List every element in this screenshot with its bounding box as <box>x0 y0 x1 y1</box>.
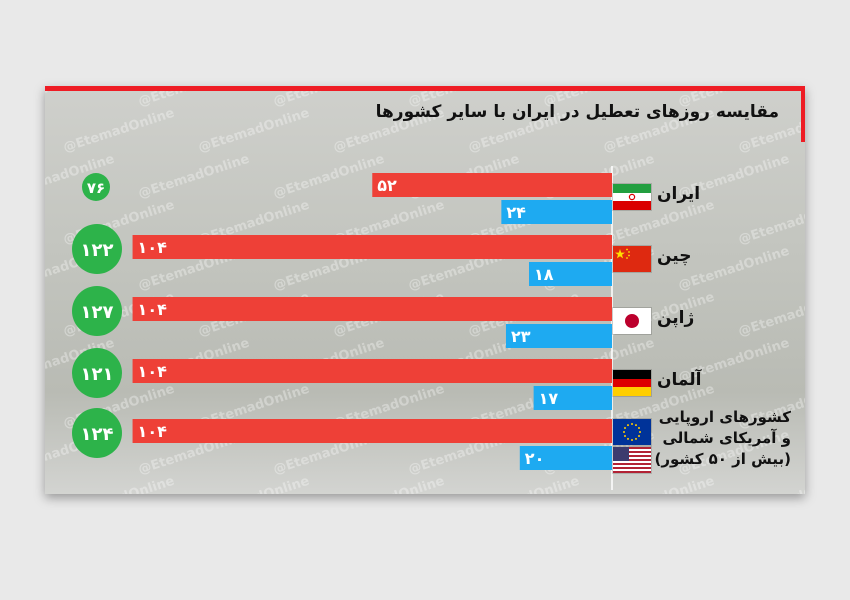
bar-blue-label: ۲۴ <box>506 203 526 222</box>
bar-blue <box>505 324 612 348</box>
bar-red <box>132 297 612 321</box>
usa-flag-icon <box>613 447 651 473</box>
row-label-line: کشورهای اروپایی <box>658 408 791 426</box>
top-accent-strip <box>45 86 805 91</box>
infographic-card: @EtemadOnline @EtemadOnline @EtemadOnline @… <box>45 86 805 494</box>
bar-blue-label: ۲۳ <box>511 327 531 346</box>
bar-red-label: ۱۰۴ <box>138 422 168 441</box>
bar-blue-label: ۱۷ <box>539 389 559 408</box>
bar-red <box>132 235 612 259</box>
row-label-line: و آمریکای شمالی <box>662 429 791 447</box>
chart-title: مقایسه روزهای تعطیل در ایران با سایر کشو… <box>375 102 779 122</box>
germany-flag-icon <box>613 370 651 396</box>
china-flag-icon <box>613 246 651 272</box>
bar-blue <box>519 446 612 470</box>
bar-blue-label: ۱۸ <box>534 265 554 284</box>
bar-blue-label: ۲۰ <box>525 449 545 468</box>
total-circle <box>72 224 122 274</box>
eu-flag-icon <box>613 419 651 445</box>
total-label: ۱۲۱ <box>81 364 114 385</box>
bar-red-label: ۵۲ <box>377 176 397 195</box>
row-label-line: (بیش از ۵۰ کشور) <box>654 450 791 468</box>
row-label-japan: ژاپن <box>657 308 695 328</box>
row-label-china: چین <box>657 246 692 266</box>
bar-chart: ۵۲ ۲۴ ۷۶ ۱۰۴ ۱۸ ۱۲۲ ۱۰۴ ۲۳ ۱۲۷ ۱۰۴ ۱۷ ۱۲۱ ۱۰۴ ۲۰ ۱۲۴ <box>72 166 613 490</box>
total-label: ۱۲۲ <box>81 240 114 261</box>
bar-red-label: ۱۰۴ <box>138 238 168 257</box>
row-label-europe-america: کشورهای اروپایی و آمریکای شمالی (بیش از … <box>655 407 791 470</box>
bar-red <box>372 173 612 197</box>
row-label-iran: ایران <box>657 184 701 204</box>
japan-flag-icon <box>613 308 651 334</box>
total-circle <box>72 286 122 336</box>
total-label: ۷۶ <box>87 179 105 197</box>
bar-blue <box>529 262 612 286</box>
bar-blue <box>533 386 612 410</box>
title-accent-strip <box>801 86 805 142</box>
row-label-germany: آلمان <box>657 370 702 390</box>
total-circle <box>72 408 122 458</box>
bar-red <box>132 419 612 443</box>
bar-blue <box>501 200 612 224</box>
total-label: ۱۲۷ <box>81 302 114 323</box>
total-label: ۱۲۴ <box>81 424 114 445</box>
iran-flag-icon <box>613 184 651 210</box>
total-circle <box>82 173 110 201</box>
bar-red-label: ۱۰۴ <box>138 300 168 319</box>
bar-red-label: ۱۰۴ <box>138 362 168 381</box>
bar-red <box>132 359 612 383</box>
total-circle <box>72 348 122 398</box>
